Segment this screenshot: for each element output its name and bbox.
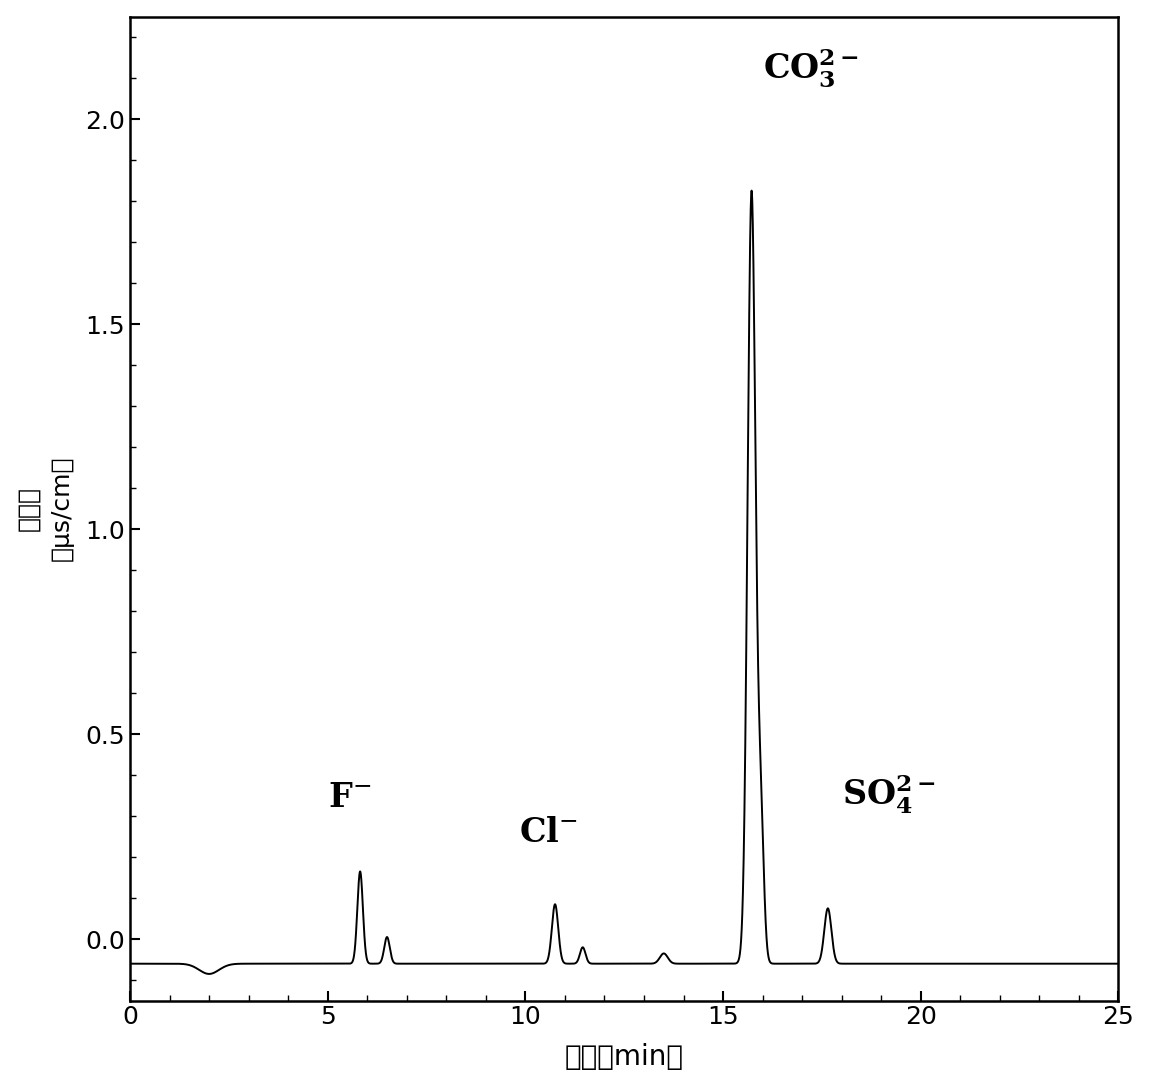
Text: $\mathregular{Cl}^{-}$: $\mathregular{Cl}^{-}$ (519, 816, 578, 849)
Text: $\mathregular{SO_4^{2-}}$: $\mathregular{SO_4^{2-}}$ (841, 772, 935, 816)
Text: $\mathregular{CO_3^{2-}}$: $\mathregular{CO_3^{2-}}$ (763, 47, 859, 90)
Text: $\mathregular{F}^{-}$: $\mathregular{F}^{-}$ (328, 781, 371, 814)
Y-axis label: 电导率
（μs/cm）: 电导率 （μs/cm） (16, 456, 74, 561)
X-axis label: 时间（min）: 时间（min） (565, 1043, 684, 1072)
